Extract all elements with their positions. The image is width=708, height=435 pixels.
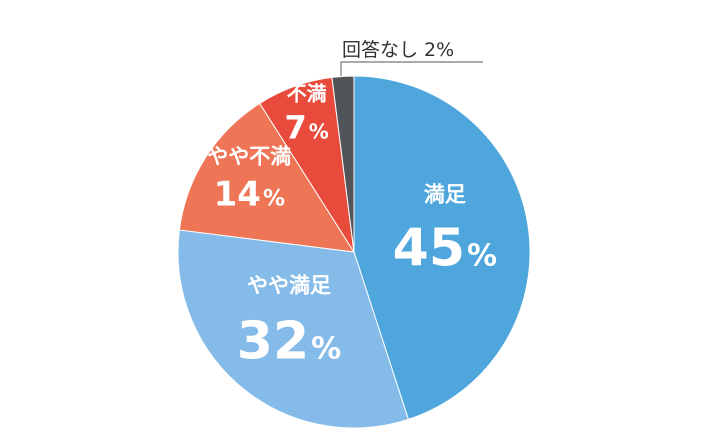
no-answer-leader-line [340, 61, 483, 76]
pie-slice [178, 102, 355, 253]
pie-slice [177, 229, 410, 429]
pie-slice [353, 75, 531, 421]
slice-label-name: 不満 [287, 81, 327, 105]
no-answer-outside-label: 回答なし 2% [342, 39, 454, 61]
pie-slices [177, 75, 531, 429]
slice-label-value: 45% [393, 219, 497, 279]
slice-label-value: 14% [214, 175, 285, 215]
slice-labels: 満足 45% やや満足 32% やや不満 14% 不満 7% [207, 81, 497, 371]
slice-label-value: 32% [237, 312, 341, 372]
leader-line [340, 61, 483, 76]
slice-label-name: 満足 [424, 183, 466, 207]
slice-label-name: やや不満 [207, 145, 291, 169]
slice-label-value: 7% [284, 108, 328, 146]
slice-label-name: やや満足 [247, 274, 331, 298]
pie-slice [331, 75, 355, 253]
